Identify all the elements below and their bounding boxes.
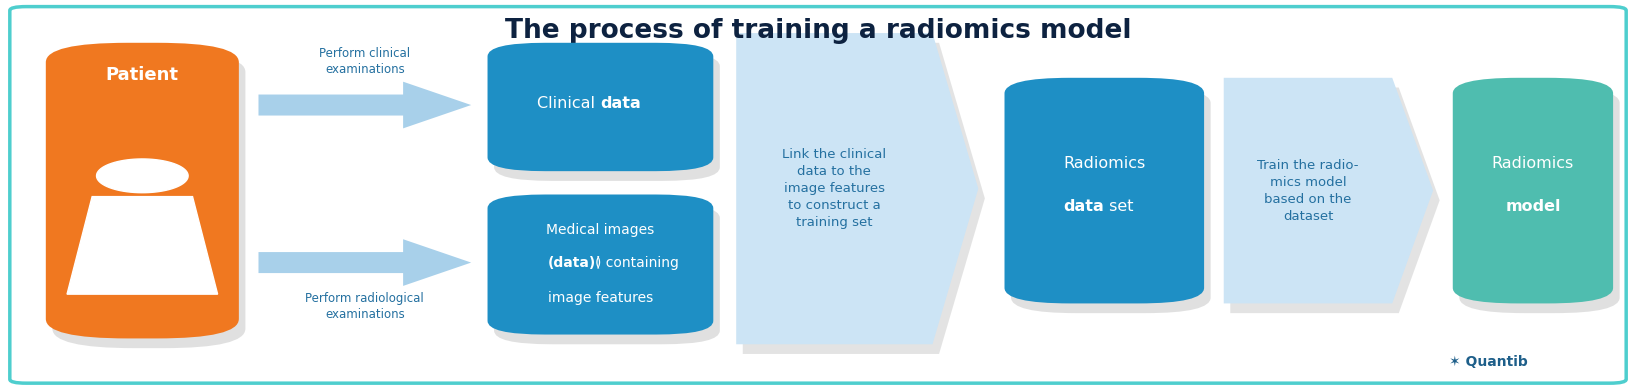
FancyBboxPatch shape — [1005, 78, 1204, 303]
Text: Link the clinical
data to the
image features
to construct a
training set: Link the clinical data to the image feat… — [782, 148, 887, 229]
FancyBboxPatch shape — [1459, 88, 1620, 313]
Text: data: data — [1063, 199, 1104, 214]
Text: (: ( — [596, 256, 600, 270]
Text: ✶ Quantib: ✶ Quantib — [1449, 355, 1528, 369]
Polygon shape — [1224, 78, 1433, 303]
Text: image features: image features — [548, 291, 653, 305]
Text: Radiomics: Radiomics — [1492, 156, 1574, 171]
FancyBboxPatch shape — [488, 43, 713, 171]
Text: Perform clinical
examinations: Perform clinical examinations — [319, 47, 411, 76]
FancyBboxPatch shape — [488, 194, 713, 335]
FancyBboxPatch shape — [1011, 88, 1211, 313]
Text: Patient: Patient — [106, 66, 178, 84]
Polygon shape — [67, 196, 218, 294]
Text: set: set — [1104, 199, 1134, 214]
FancyBboxPatch shape — [46, 43, 239, 338]
Polygon shape — [736, 33, 978, 344]
Polygon shape — [97, 159, 188, 193]
Polygon shape — [258, 239, 471, 286]
Text: Perform radiological
examinations: Perform radiological examinations — [306, 292, 424, 321]
Text: The process of training a radiomics model: The process of training a radiomics mode… — [506, 18, 1130, 44]
FancyBboxPatch shape — [494, 204, 720, 344]
Text: Medical images: Medical images — [546, 223, 654, 237]
Polygon shape — [258, 82, 471, 128]
Text: data: data — [600, 96, 641, 110]
Text: model: model — [1505, 199, 1561, 214]
Text: Train the radio-
mics model
based on the
dataset: Train the radio- mics model based on the… — [1256, 159, 1360, 223]
Text: ) containing: ) containing — [596, 256, 679, 270]
Polygon shape — [1230, 88, 1440, 313]
Text: Clinical: Clinical — [537, 96, 600, 110]
Text: Radiomics: Radiomics — [1063, 156, 1145, 171]
FancyBboxPatch shape — [1453, 78, 1613, 303]
FancyBboxPatch shape — [494, 53, 720, 181]
FancyBboxPatch shape — [52, 53, 245, 348]
Text: (data): (data) — [548, 256, 596, 270]
Polygon shape — [743, 43, 985, 354]
